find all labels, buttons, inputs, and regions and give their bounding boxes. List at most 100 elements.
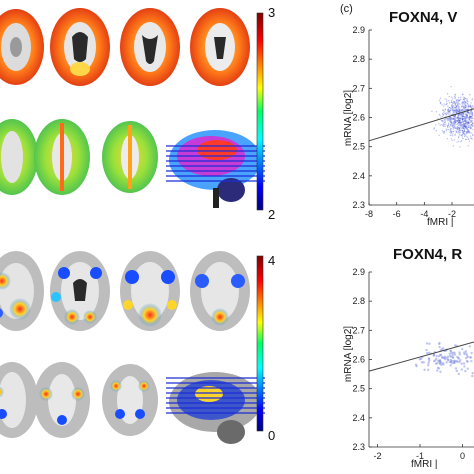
scatter-point [449,123,452,126]
y-tick-label: 2.9 [352,267,365,277]
scatter-point [465,113,468,115]
scatter-point [464,125,467,128]
scatter-point [452,111,454,113]
scatter-point [442,114,445,116]
scatter-point [458,353,462,356]
scatter-point [462,115,465,117]
scatter-point [472,122,474,125]
scatter-point [441,347,445,350]
scatter-point [462,127,464,129]
scatter-point [471,124,473,126]
scatter-point [454,367,458,370]
scatter-point [461,139,463,142]
scatter-point [445,118,447,120]
scatter-point [450,101,452,103]
scatter-point [460,347,464,351]
scatter-point [439,101,442,103]
scatter-point [465,113,467,115]
scatter-point [456,128,459,130]
scatter-point [467,122,470,125]
scatter-point [455,99,458,102]
scatter-point [458,128,460,131]
scatter-point [454,126,456,129]
scatter-point [459,113,461,116]
y-axis-label: mRNA [log2] [343,326,354,382]
scatter-point [458,99,461,101]
scatter-point [444,112,447,114]
scatter-point [457,99,459,101]
scatter-point [453,106,456,109]
scatter-point [457,127,459,129]
scatter-point [468,105,470,108]
scatter-point [472,125,474,127]
scatter-point [463,123,465,125]
scatter-point [458,110,461,112]
scatter-point [461,102,464,104]
scatter-point [448,109,450,112]
scatter-point [441,109,444,111]
scatter-point [452,126,455,129]
scatter-point [461,121,464,123]
scatter-point [461,115,463,117]
scatter-point [449,106,451,109]
scatter-point [466,355,469,359]
scatter-point [458,99,460,102]
scatter-point [469,115,472,118]
scatter-point [463,129,465,131]
scatter-point [460,127,462,129]
scatter-point [454,116,456,118]
scatter-point [462,113,464,115]
scatter-point [443,119,446,121]
scatter-point [442,356,446,360]
scatter-point [468,140,471,142]
scatter-point [450,351,453,355]
scatter-point [467,121,470,124]
scatter-point [460,121,462,123]
scatter-point [445,99,448,101]
scatter-point [462,132,465,135]
scatter-point [457,110,459,112]
scatter-point [455,117,457,119]
scatter-point [462,121,465,123]
slice-lines [166,145,265,182]
scatter-point [470,124,473,126]
scatter-point [467,105,470,108]
scatter-point [465,101,467,104]
scatter-point [458,121,460,123]
y-tick-label: 2.3 [352,442,365,452]
scatter-point [437,367,441,370]
scatter-point [441,356,444,360]
scatter-point [454,125,456,127]
scatter-point [458,121,460,124]
scatter-point [464,122,467,124]
scatter-point [444,121,446,124]
scatter-point [458,121,460,123]
scatter-point [442,120,444,122]
scatter-point [464,129,466,131]
scatter-point [462,113,465,115]
scatter-point [458,124,460,126]
scatter-point [461,129,463,132]
scatter-point [456,119,459,122]
scatter-point [461,120,464,122]
scatter-point [463,107,465,109]
scatter-point [466,132,469,134]
scatter-point [451,117,453,119]
scatter-point [452,118,454,120]
scatter-point [460,118,462,120]
scatter-point [464,113,467,116]
scatter-point [450,124,452,127]
scatter-point [439,102,442,105]
scatter-point [444,112,446,114]
scatter-point [462,131,464,134]
scatter-point [459,121,461,123]
scatter-point [467,131,470,133]
scatter-point [466,120,468,122]
scatter-point [452,130,454,133]
scatter-point [464,107,466,109]
y-tick-label: 2.8 [352,54,365,64]
scatter-point [463,120,465,122]
scatter-point [469,106,472,108]
scatter-point [449,112,451,114]
scatter-point [458,108,460,111]
